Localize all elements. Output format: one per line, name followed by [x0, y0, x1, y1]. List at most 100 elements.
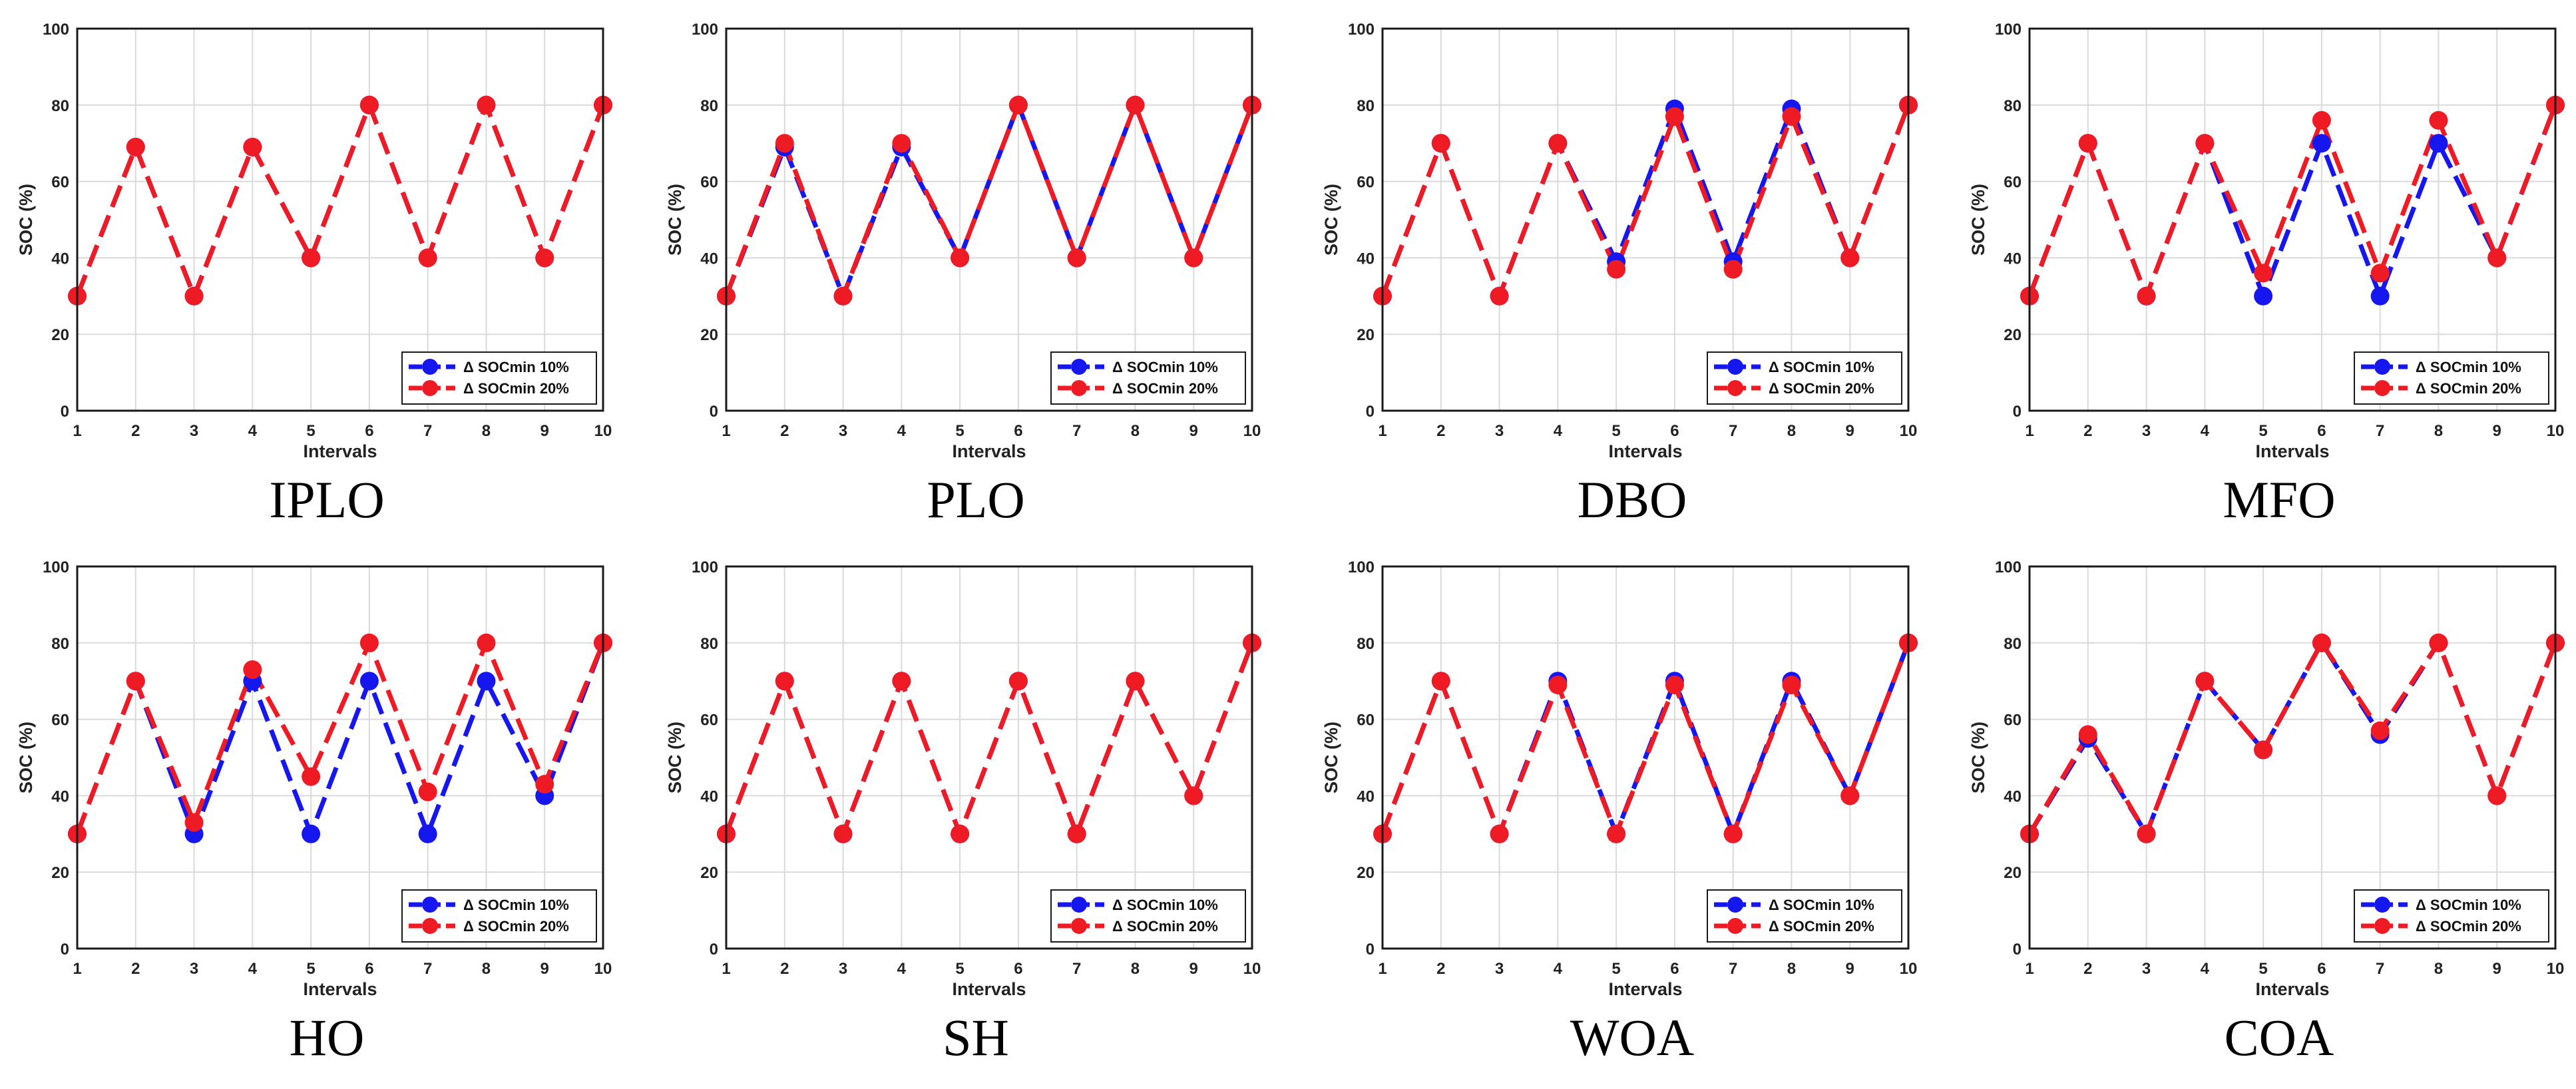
legend-marker: [422, 359, 438, 375]
y-tick-label: 60: [51, 174, 69, 192]
y-axis-label: SOC (%): [1968, 722, 1988, 793]
data-point-soc20: [184, 813, 204, 832]
series-line-soc20: [2027, 640, 2558, 837]
data-point-soc10: [418, 824, 437, 843]
data-point-soc20: [1665, 675, 1684, 694]
legend-marker: [422, 897, 438, 913]
legend-label: Δ SOCmin 10%: [463, 359, 569, 375]
x-tick-label: 3: [190, 422, 198, 440]
series-line-soc20: [1380, 642, 1911, 837]
x-tick-label: 2: [131, 422, 140, 440]
legend: Δ SOCmin 10% Δ SOCmin 20%: [1050, 889, 1246, 943]
legend-label: Δ SOCmin 20%: [2416, 918, 2521, 935]
chart-caption: PLO: [927, 471, 1024, 529]
y-tick-label: 100: [1995, 21, 2022, 39]
data-point-soc20: [2137, 824, 2156, 843]
x-tick-label: 4: [248, 960, 258, 978]
data-point-soc20: [243, 660, 262, 679]
x-tick-label: 3: [1495, 422, 1504, 440]
series-line-soc20: [724, 642, 1255, 837]
x-tick-label: 6: [1670, 422, 1679, 440]
x-tick-label: 7: [1729, 960, 1737, 978]
data-point-soc20: [951, 824, 970, 843]
data-point-soc20: [1548, 675, 1568, 694]
y-axis-label: SOC (%): [1321, 184, 1341, 256]
x-tick-label: 10: [1243, 960, 1261, 978]
x-tick-label: 7: [1072, 960, 1081, 978]
y-tick-label: 0: [710, 941, 718, 959]
y-tick-label: 100: [1348, 21, 1375, 39]
x-tick-label: 2: [780, 422, 789, 440]
legend-label: Δ SOCmin 20%: [2416, 380, 2521, 397]
x-tick-label: 1: [722, 960, 730, 978]
data-point-soc20: [2370, 264, 2390, 283]
data-point-soc20: [1490, 824, 1509, 843]
y-tick-label: 60: [1357, 174, 1375, 192]
data-point-soc20: [2254, 740, 2273, 760]
x-tick-label: 4: [1554, 960, 1563, 978]
data-point-soc20: [418, 248, 437, 268]
chart-caption: WOA: [1570, 1008, 1694, 1066]
x-tick-label: 2: [780, 960, 789, 978]
x-tick-label: 3: [839, 960, 847, 978]
legend-marker: [2374, 380, 2390, 396]
x-tick-label: 6: [365, 960, 373, 978]
y-tick-label: 40: [700, 787, 718, 805]
legend: Δ SOCmin 10% Δ SOCmin 20%: [401, 889, 597, 943]
data-point-soc20: [1490, 286, 1509, 306]
data-point-soc20: [1782, 675, 1801, 694]
x-tick-label: 9: [1189, 960, 1198, 978]
y-tick-label: 80: [51, 635, 69, 653]
y-tick-label: 60: [1357, 712, 1375, 730]
axes-frame: [725, 565, 1253, 950]
legend-marker: [2374, 359, 2390, 375]
data-point-soc20: [1067, 824, 1086, 843]
data-point-soc20: [892, 672, 911, 691]
data-point-soc20: [775, 134, 794, 153]
x-tick-label: 6: [1014, 422, 1022, 440]
data-point-soc20: [302, 767, 321, 786]
x-tick-label: 3: [2142, 960, 2151, 978]
x-tick-label: 10: [1900, 960, 1918, 978]
y-tick-label: 0: [61, 941, 69, 959]
legend: Δ SOCmin 10% Δ SOCmin 20%: [2354, 889, 2549, 943]
y-tick-label: 80: [700, 635, 718, 653]
data-point-soc20: [775, 672, 794, 691]
x-tick-label: 5: [1611, 960, 1620, 978]
y-tick-label: 0: [710, 403, 718, 421]
data-point-soc20: [2312, 633, 2331, 652]
y-tick-label: 80: [2004, 635, 2022, 653]
data-point-soc20: [2487, 248, 2507, 268]
y-tick-label: 40: [51, 250, 69, 268]
legend-label: Δ SOCmin 20%: [463, 380, 569, 397]
y-tick-label: 100: [692, 21, 718, 39]
data-point-soc20: [2429, 633, 2448, 652]
y-tick-label: 40: [700, 250, 718, 268]
y-axis-label: SOC (%): [16, 722, 36, 793]
data-point-soc20: [1607, 824, 1626, 843]
x-tick-label: 9: [540, 422, 549, 440]
y-tick-label: 100: [43, 21, 69, 39]
axes-frame: [1381, 565, 1910, 950]
data-point-soc20: [2429, 110, 2448, 130]
x-tick-label: 1: [2025, 960, 2034, 978]
x-tick-label: 6: [2317, 422, 2326, 440]
data-point-soc20: [1184, 786, 1203, 805]
x-tick-label: 7: [1072, 422, 1081, 440]
y-axis-label: SOC (%): [1321, 722, 1341, 793]
y-tick-label: 100: [43, 558, 69, 576]
data-point-soc20: [184, 286, 204, 306]
x-tick-label: 1: [1378, 960, 1387, 978]
y-tick-label: 20: [1357, 864, 1375, 882]
x-tick-label: 8: [482, 960, 491, 978]
legend: Δ SOCmin 10% Δ SOCmin 20%: [1707, 889, 1902, 943]
x-tick-label: 2: [2083, 422, 2092, 440]
x-tick-label: 5: [306, 960, 315, 978]
legend-label: Δ SOCmin 10%: [2416, 359, 2521, 375]
legend-marker: [1071, 359, 1087, 375]
